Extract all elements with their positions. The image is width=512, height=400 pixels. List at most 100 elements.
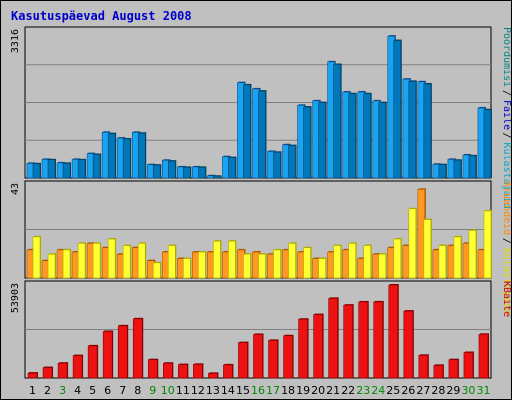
bar-bottom <box>117 325 128 379</box>
bar-bottom <box>313 314 323 379</box>
bar-middle <box>47 253 56 279</box>
bar-top <box>243 84 251 179</box>
bar-bottom <box>72 355 83 379</box>
day-label: 1 <box>29 384 36 397</box>
day-label: 18 <box>281 384 295 397</box>
bar-bottom <box>463 352 474 379</box>
bar-bottom <box>403 310 414 379</box>
bar-top <box>152 164 161 179</box>
bar-middle <box>77 243 86 279</box>
bar-middle <box>348 243 356 279</box>
day-label: 23 <box>356 384 370 397</box>
bar-top <box>77 159 86 179</box>
legend-separator: / <box>501 133 511 139</box>
bar-top <box>423 83 432 179</box>
bar-middle <box>137 243 146 279</box>
day-label: 4 <box>74 384 81 397</box>
bar-middle <box>198 251 206 279</box>
y-max-label: 43 <box>10 183 21 195</box>
day-label: 21 <box>326 384 340 397</box>
bar-middle <box>167 245 176 279</box>
bar-bottom <box>178 364 188 379</box>
bar-top <box>468 155 477 179</box>
legend-label: Külastajaid <box>501 143 511 209</box>
bar-top <box>408 81 417 179</box>
bar-bottom <box>253 334 263 379</box>
bar-top <box>288 145 296 179</box>
day-label: 14 <box>221 384 235 397</box>
day-label: 6 <box>104 384 111 397</box>
bar-bottom <box>433 365 444 379</box>
day-label: 17 <box>266 384 280 397</box>
chart-panels: 3316 Pöördumisi / Faile / Külastajaid 43 Aruand… <box>10 26 511 379</box>
day-label: 12 <box>191 384 205 397</box>
day-label: 28 <box>431 384 445 397</box>
chart-title: Kasutuspäevad August 2008 <box>11 9 192 23</box>
bar-middle <box>243 253 251 279</box>
bar-bottom <box>193 364 203 379</box>
bar-top <box>32 163 41 179</box>
day-label: 30 <box>461 384 475 397</box>
bar-bottom <box>358 301 369 379</box>
day-label: 31 <box>476 384 490 397</box>
bar-top <box>122 138 131 179</box>
day-label: 5 <box>89 384 96 397</box>
day-label: 27 <box>416 384 430 397</box>
day-label: 25 <box>386 384 400 397</box>
bar-top <box>363 93 372 179</box>
bar-bottom <box>208 373 218 379</box>
day-label: 29 <box>446 384 460 397</box>
day-label: 22 <box>341 384 355 397</box>
day-label: 11 <box>176 384 190 397</box>
bar-bottom <box>388 284 399 379</box>
day-label: 2 <box>44 384 51 397</box>
bar-bottom <box>163 362 173 379</box>
legend-label: Faile <box>501 100 511 130</box>
bar-middle <box>273 249 281 279</box>
bar-middle <box>438 245 447 279</box>
day-label: 20 <box>311 384 325 397</box>
legend-label: Aruandeid <box>501 181 511 235</box>
legend-label: KBaite <box>501 281 511 317</box>
day-label: 9 <box>149 384 156 397</box>
y-max-label: 53903 <box>10 283 21 313</box>
bar-middle <box>378 253 387 279</box>
bar-top <box>107 133 116 179</box>
bar-middle <box>228 240 236 279</box>
day-labels: 1 2 3 4 5 6 7 8 9 10 11 12 13 14 15 16 17 18 19 20 21 22 23 24 2… <box>29 384 490 397</box>
bar-top <box>213 175 221 179</box>
bar-middle <box>288 243 296 279</box>
bar-top <box>273 151 281 179</box>
legend-label: Pöördumisi <box>501 27 511 87</box>
bar-middle <box>483 210 492 279</box>
bar-bottom <box>42 367 53 379</box>
bar-bottom <box>238 342 248 379</box>
bar-middle <box>32 236 41 279</box>
day-label: 16 <box>251 384 265 397</box>
bar-top <box>47 159 56 179</box>
bar-top <box>198 167 206 179</box>
day-label: 26 <box>401 384 415 397</box>
day-label: 24 <box>371 384 385 397</box>
bar-bottom <box>298 318 308 379</box>
bar-top <box>318 102 326 179</box>
bar-bottom <box>223 364 233 379</box>
bar-middle <box>363 245 372 279</box>
bar-bottom <box>373 301 384 379</box>
bar-top <box>228 157 236 179</box>
bar-middle <box>122 245 131 279</box>
bar-middle <box>393 238 402 279</box>
day-label: 13 <box>206 384 220 397</box>
bar-middle <box>62 249 71 279</box>
bar-bottom <box>448 359 459 379</box>
bar-bottom <box>418 355 429 379</box>
bar-top <box>92 154 101 179</box>
bar-middle <box>408 208 417 279</box>
bar-top <box>167 160 176 179</box>
day-label: 19 <box>296 384 310 397</box>
bar-bottom <box>57 362 68 379</box>
bar-top <box>348 93 356 179</box>
bar-middle <box>453 236 462 279</box>
